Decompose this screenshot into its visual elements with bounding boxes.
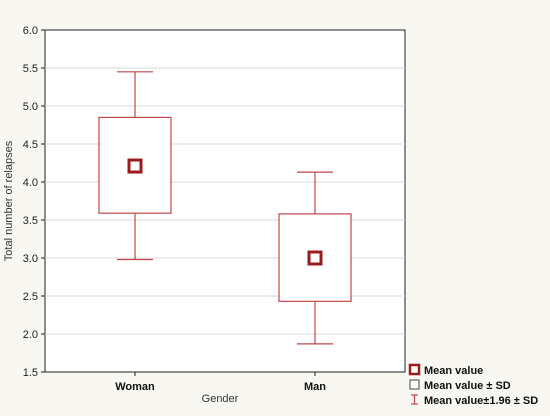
mean-marker [127,158,143,174]
y-tick-label: 5.0 [23,101,38,113]
legend: Mean value Mean value ± SD Mean value±1.96… [408,363,538,407]
y-tick-label: 4.0 [23,177,38,189]
legend-item: Mean value [408,363,483,377]
y-tick-label: 1.5 [23,367,38,379]
legend-sd-swatch [409,379,420,390]
legend-label: Mean value±1.96 ± SD [424,395,538,407]
x-axis-title: Gender [202,393,239,405]
legend-mean-swatch [408,363,421,376]
mean-marker [307,250,323,266]
y-tick-label: 3.0 [23,253,38,265]
y-tick-label: 4.5 [23,139,38,151]
box-woman [98,71,172,261]
x-category-label: Man [304,381,326,393]
y-axis-ticks: 1.5 2.0 2.5 3.0 3.5 4.0 4.5 5.0 5.5 6.0 [23,25,45,379]
y-tick-label: 3.5 [23,215,38,227]
x-axis-categories: Woman Man [115,372,326,393]
legend-label: Mean value [424,365,483,377]
y-axis-title: Total number of relapses [3,140,15,261]
legend-item: Mean value±1.96 ± SD [411,394,538,407]
y-tick-label: 6.0 [23,25,38,37]
legend-whisker-swatch [411,394,418,405]
y-tick-label: 5.5 [23,63,38,75]
legend-item: Mean value ± SD [409,379,511,392]
box-series [98,71,352,345]
x-category-label: Woman [115,381,155,393]
box-man [278,171,352,345]
y-tick-label: 2.0 [23,329,38,341]
legend-label: Mean value ± SD [424,380,511,392]
y-tick-label: 2.5 [23,291,38,303]
